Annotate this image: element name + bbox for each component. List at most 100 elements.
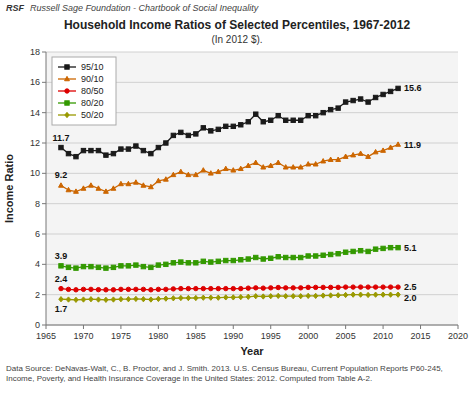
point xyxy=(373,292,377,297)
point xyxy=(209,129,213,133)
point xyxy=(59,183,64,187)
point xyxy=(96,297,100,302)
tick-label: 1975 xyxy=(111,331,131,341)
point xyxy=(358,292,362,297)
point xyxy=(96,287,100,291)
point xyxy=(179,286,183,290)
tick-mark xyxy=(42,234,46,235)
annotation: 11.7 xyxy=(52,133,69,143)
point xyxy=(328,285,332,289)
point xyxy=(396,142,401,146)
point xyxy=(343,250,347,254)
point xyxy=(246,163,251,167)
point xyxy=(104,297,108,302)
point xyxy=(328,252,332,256)
point xyxy=(111,265,115,269)
point xyxy=(216,169,221,173)
tick-label: 16 xyxy=(30,77,40,87)
point xyxy=(186,295,190,300)
subtitle: (In 2012 $). xyxy=(211,34,262,45)
point xyxy=(81,186,86,190)
tick-mark xyxy=(42,294,46,295)
point xyxy=(343,285,347,289)
point xyxy=(269,118,273,122)
point xyxy=(358,248,362,252)
annotation: 5.1 xyxy=(404,243,417,253)
tick-label: 18 xyxy=(30,47,40,57)
point xyxy=(388,245,392,249)
point xyxy=(111,297,115,302)
point xyxy=(269,286,273,290)
point xyxy=(156,287,160,291)
tick-mark xyxy=(120,325,121,329)
point xyxy=(366,249,370,253)
tick-mark xyxy=(345,325,346,329)
point xyxy=(133,180,138,184)
point xyxy=(231,286,235,290)
point xyxy=(104,189,109,193)
point xyxy=(119,297,123,302)
tick-mark xyxy=(270,325,271,329)
point xyxy=(89,264,93,268)
point xyxy=(343,292,347,297)
point xyxy=(284,294,288,299)
point xyxy=(216,127,220,131)
point xyxy=(298,294,302,299)
point xyxy=(246,286,250,290)
point xyxy=(156,178,161,182)
annotation: 11.9 xyxy=(404,140,421,150)
point xyxy=(321,293,325,298)
point xyxy=(239,286,243,290)
point xyxy=(381,148,386,152)
point xyxy=(59,145,63,149)
point xyxy=(306,254,310,258)
point xyxy=(246,294,250,299)
point xyxy=(134,296,138,301)
point xyxy=(276,285,280,289)
grid-line xyxy=(46,264,458,265)
legend-label: 50/20 xyxy=(81,110,104,120)
point xyxy=(239,123,243,127)
point xyxy=(381,92,385,96)
point xyxy=(96,148,100,152)
annotation: 15.6 xyxy=(404,83,422,93)
tick-mark xyxy=(233,325,234,329)
tick-label: 6 xyxy=(35,229,40,239)
axis-line xyxy=(46,325,458,326)
point xyxy=(186,133,190,137)
grid-line xyxy=(46,203,458,204)
tick-label: 1995 xyxy=(261,331,281,341)
point xyxy=(59,297,63,302)
point xyxy=(216,286,220,290)
point xyxy=(261,165,266,169)
point xyxy=(59,286,63,290)
point xyxy=(276,114,280,118)
point xyxy=(261,286,265,290)
point xyxy=(224,124,228,128)
point xyxy=(388,292,392,297)
point xyxy=(291,165,296,169)
point xyxy=(149,297,153,302)
point xyxy=(201,286,205,290)
point xyxy=(328,157,333,161)
point xyxy=(298,118,302,122)
point xyxy=(74,154,78,158)
tick-label: 1985 xyxy=(186,331,206,341)
point xyxy=(81,264,85,268)
point xyxy=(81,148,85,152)
point xyxy=(141,287,145,291)
point xyxy=(246,257,250,261)
title: Household Income Ratios of Selected Perc… xyxy=(64,18,410,32)
point xyxy=(201,168,206,172)
point xyxy=(194,295,198,300)
tick-mark xyxy=(158,325,159,329)
point xyxy=(104,153,108,157)
point xyxy=(396,285,400,289)
point xyxy=(343,100,347,104)
axis-label: Year xyxy=(240,345,264,357)
point xyxy=(343,154,348,158)
point xyxy=(254,112,258,116)
legend-marker xyxy=(65,89,69,93)
header: RSFRussell Sage Foundation - Chartbook o… xyxy=(6,3,259,13)
point xyxy=(171,287,175,291)
